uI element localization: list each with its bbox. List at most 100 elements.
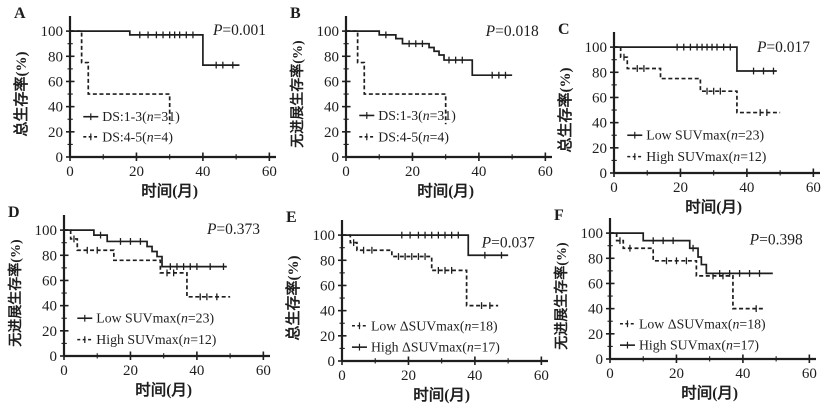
legend-text: DS:1-3( <box>102 109 147 125</box>
legend-n-symbol: n <box>467 340 474 355</box>
x-tick-label: 0 <box>60 363 68 379</box>
y-axis-title: 总生存率(%) <box>556 68 574 153</box>
y-axis-title: 总生存率(%) <box>284 256 302 341</box>
y-tick-label: 60 <box>324 74 339 90</box>
legend-label: Low SUVmax(n=23) <box>646 128 764 144</box>
x-axis-title: 时间(月) <box>413 385 470 404</box>
km-plot-d: 0 20 40 60 0 20 40 60 80 100 时间(月) 无进展生存率(%) P=0.373… <box>7 215 271 399</box>
p-value-label: P=0.398 <box>749 231 803 248</box>
y-tick-label: 80 <box>42 248 57 264</box>
y-tick-label: 40 <box>48 100 63 116</box>
legend-text: Low ΔSUVmax( <box>639 316 733 332</box>
legend-n-value: =23) <box>738 128 764 144</box>
panel-b: B 0 20 40 60 0 20 40 60 80 100 时间(月) 无进展生存率(%) P=0.01… <box>288 6 560 203</box>
y-tick-label: 0 <box>328 354 336 370</box>
x-tick-label: 40 <box>735 366 750 382</box>
legend-n-symbol: n <box>465 318 472 333</box>
panel-letter-c: C <box>558 21 570 38</box>
legend-label: Low SUVmax(n=23) <box>96 311 214 327</box>
x-tick-label: 60 <box>256 363 271 379</box>
y-tick-label: 20 <box>48 125 63 141</box>
y-tick-label: 40 <box>588 302 603 318</box>
legend-n-value: =18) <box>739 316 765 332</box>
x-tick-label: 20 <box>673 180 688 196</box>
legend-n-symbol: n <box>726 338 733 353</box>
y-tick-label: 20 <box>588 327 603 343</box>
legend-n-value: =12) <box>740 149 766 165</box>
legend-n-symbol: n <box>181 311 188 326</box>
y-tick-label: 100 <box>317 24 340 40</box>
x-axis-title: 时间(月) <box>417 181 474 200</box>
legend-n-value: =4) <box>430 129 449 145</box>
panel-f: F 0 20 40 60 0 20 40 60 80 100 时间(月) 无进展生存率(%) P=0.39… <box>552 208 824 405</box>
legend-label: DS:4-5(n=4) <box>378 129 449 145</box>
legend-label: High SUVmax(n=17) <box>639 338 759 354</box>
y-tick-label: 100 <box>313 228 336 244</box>
y-axis-title: 总生存率(%) <box>12 52 30 137</box>
p-number: =0.001 <box>222 22 266 39</box>
p-value-label: P=0.373 <box>206 221 260 238</box>
y-tick-label: 40 <box>42 299 57 315</box>
legend-label: Low ΔSUVmax(n=18) <box>371 318 498 334</box>
legend-text: Low ΔSUVmax( <box>371 318 465 334</box>
panel-letter-e: E <box>286 209 297 226</box>
km-plot-f: 0 20 40 60 0 20 40 60 80 100 时间(月) 无进展生存率(%) P=0.398… <box>553 218 817 402</box>
legend-n-value: =23) <box>188 311 214 327</box>
p-number: =0.373 <box>216 221 260 238</box>
y-tick-label: 0 <box>332 150 340 166</box>
y-tick-label: 40 <box>592 116 607 132</box>
legend-n-symbol: n <box>733 149 740 164</box>
p-symbol: P <box>212 22 223 39</box>
panel-letter-b: B <box>290 5 301 22</box>
p-symbol: P <box>756 39 767 56</box>
y-tick-label: 80 <box>48 49 63 65</box>
x-tick-label: 40 <box>467 368 482 384</box>
y-tick-label: 60 <box>42 273 57 289</box>
x-tick-label: 40 <box>195 164 210 180</box>
legend-n-value: =17) <box>474 340 500 356</box>
x-tick-label: 40 <box>739 180 754 196</box>
legend-n-value: =18) <box>471 318 497 334</box>
y-tick-label: 20 <box>320 329 335 345</box>
p-value-label: P=0.001 <box>212 22 266 39</box>
legend-n-value: =12) <box>190 332 216 348</box>
x-tick-label: 60 <box>538 164 553 180</box>
legend-n-symbol: n <box>731 128 738 143</box>
km-plot-e: 0 20 40 60 0 20 40 60 80 100 时间(月) 总生存率(%) P=0.037 Lo… <box>284 220 549 404</box>
legend-label: DS:4-5(n=4) <box>102 129 173 145</box>
y-tick-label: 0 <box>596 352 604 368</box>
survival-curve-solid <box>70 30 240 66</box>
legend-n-value: =31) <box>154 109 180 125</box>
x-tick-label: 0 <box>342 164 350 180</box>
km-plot-a: 0 20 40 60 0 20 40 60 80 100 时间(月) 总生存率(%) P=0.001 DS… <box>12 16 277 200</box>
y-axis-title: 无进展生存率(%) <box>289 40 306 149</box>
x-tick-label: 20 <box>129 164 144 180</box>
y-tick-label: 100 <box>585 40 608 56</box>
survival-curve-solid <box>614 46 777 72</box>
survival-curve-dashed <box>346 30 447 125</box>
y-tick-label: 60 <box>588 276 603 292</box>
x-axis-title: 时间(月) <box>681 383 738 402</box>
x-axis-title: 时间(月) <box>135 380 192 399</box>
y-tick-label: 100 <box>581 226 604 242</box>
legend-label: High ΔSUVmax(n=17) <box>371 340 500 356</box>
y-tick-label: 0 <box>600 166 608 182</box>
p-number: =0.017 <box>766 39 810 56</box>
y-tick-label: 20 <box>592 141 607 157</box>
p-number: =0.398 <box>759 231 803 248</box>
x-tick-label: 0 <box>610 180 618 196</box>
x-tick-label: 60 <box>534 368 549 384</box>
legend-label: High SUVmax(n=12) <box>646 149 766 165</box>
p-symbol: P <box>481 235 492 252</box>
x-tick-label: 0 <box>338 368 346 384</box>
legend-text: Low SUVmax( <box>646 128 731 144</box>
legend-text: High SUVmax( <box>639 338 726 354</box>
panel-e: E 0 20 40 60 0 20 40 60 80 100 时间(月) 总生存率(%) P=0.037 L… <box>284 210 556 407</box>
y-axis-title: 无进展生存率(%) <box>7 239 24 348</box>
survival-curve-dashed <box>342 234 499 307</box>
panel-c: C 0 20 40 60 0 20 40 60 80 100 时间(月) 总生存率(%) P=0.017 L… <box>556 22 828 219</box>
p-symbol: P <box>206 221 217 238</box>
p-symbol: P <box>485 23 496 40</box>
legend-text: High SUVmax( <box>646 149 733 165</box>
x-tick-label: 0 <box>66 164 74 180</box>
